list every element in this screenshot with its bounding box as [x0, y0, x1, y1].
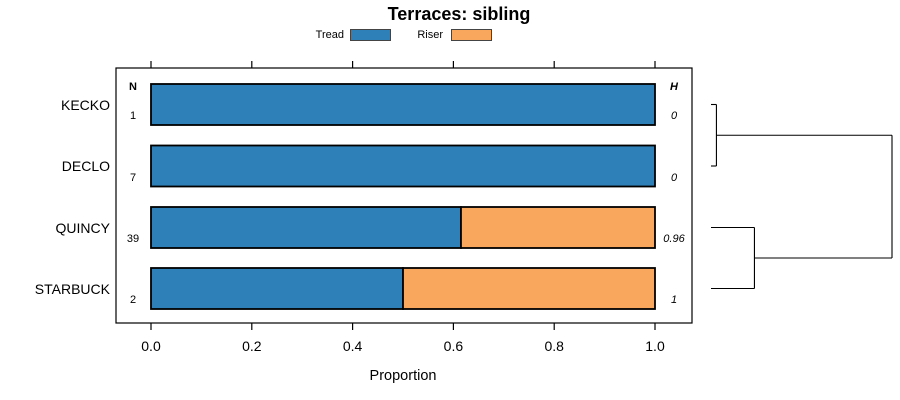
- x-tick-label: 0.2: [242, 338, 262, 354]
- legend-label-riser: Riser: [417, 29, 443, 41]
- category-label-kecko: KECKO: [60, 96, 110, 113]
- x-tick-label: 1.0: [645, 338, 665, 354]
- h-value: 0.96: [663, 233, 685, 245]
- category-label-starbuck: STARBUCK: [34, 280, 110, 297]
- n-value: 2: [129, 294, 137, 306]
- h-column-header: H: [670, 81, 678, 93]
- legend-swatch-tread: [350, 29, 391, 41]
- bar-segment-tread-quincy: [150, 206, 462, 249]
- category-label-declo: DECLO: [61, 158, 110, 174]
- bar-segment-tread-declo: [150, 144, 656, 188]
- n-value: 1: [129, 110, 137, 122]
- bar-segment-tread-starbuck: [150, 267, 404, 310]
- h-value: 1: [670, 294, 678, 306]
- h-value: 0: [670, 171, 678, 184]
- h-value: 0: [670, 110, 678, 122]
- plot-box: [115, 67, 693, 324]
- x-axis-title: Proportion: [369, 368, 437, 384]
- category-label-quincy: QUINCY: [55, 219, 110, 236]
- legend-swatch-riser: [451, 29, 492, 41]
- bar-segment-riser-starbuck: [402, 267, 656, 310]
- x-tick-label: 0.6: [443, 338, 464, 354]
- bar-segment-riser-quincy: [460, 206, 656, 249]
- x-tick-label: 0.8: [544, 338, 564, 354]
- legend-label-tread: Tread: [315, 29, 344, 41]
- n-column-header: N: [129, 81, 137, 93]
- n-value: 39: [126, 233, 140, 245]
- x-tick-label: 0.4: [342, 338, 363, 354]
- n-value: 7: [129, 171, 137, 184]
- x-tick-label: 0.0: [141, 338, 161, 354]
- chart-title: Terraces: sibling: [387, 4, 531, 24]
- bar-segment-tread-kecko: [150, 83, 656, 126]
